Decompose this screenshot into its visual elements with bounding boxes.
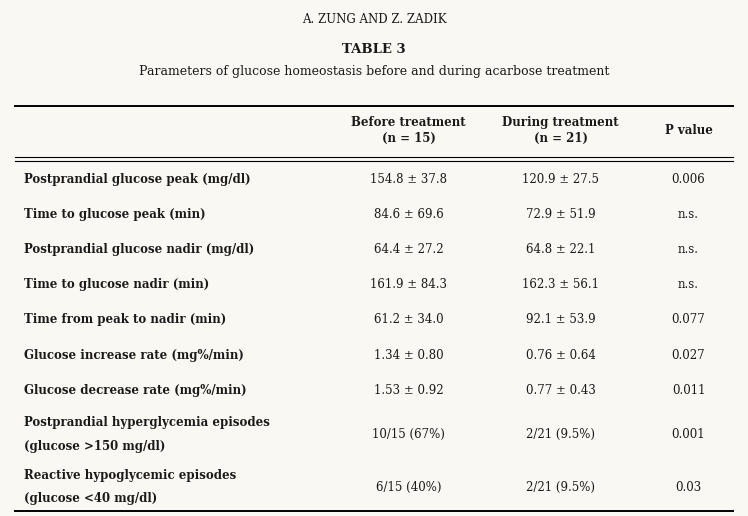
Text: Glucose decrease rate (mg%/min): Glucose decrease rate (mg%/min) [24,383,247,397]
Text: 161.9 ± 84.3: 161.9 ± 84.3 [370,278,447,292]
Text: 0.077: 0.077 [672,313,705,327]
Text: (glucose >150 mg/dl): (glucose >150 mg/dl) [24,440,165,453]
Text: 6/15 (40%): 6/15 (40%) [375,480,441,494]
Text: TABLE 3: TABLE 3 [342,42,406,56]
Text: 0.027: 0.027 [672,348,705,362]
Text: 10/15 (67%): 10/15 (67%) [372,428,445,441]
Text: Postprandial glucose peak (mg/dl): Postprandial glucose peak (mg/dl) [24,173,251,186]
Text: 162.3 ± 56.1: 162.3 ± 56.1 [522,278,599,292]
Text: 2/21 (9.5%): 2/21 (9.5%) [526,480,595,494]
Text: Glucose increase rate (mg%/min): Glucose increase rate (mg%/min) [24,348,244,362]
Text: Before treatment
(n = 15): Before treatment (n = 15) [351,116,466,144]
Text: 64.8 ± 22.1: 64.8 ± 22.1 [526,243,595,256]
Text: n.s.: n.s. [678,278,699,292]
Text: 0.011: 0.011 [672,383,705,397]
Text: 1.53 ± 0.92: 1.53 ± 0.92 [374,383,444,397]
Text: Parameters of glucose homeostasis before and during acarbose treatment: Parameters of glucose homeostasis before… [139,64,609,78]
Text: 120.9 ± 27.5: 120.9 ± 27.5 [522,173,599,186]
Text: 0.03: 0.03 [675,480,702,494]
Text: 0.001: 0.001 [672,428,705,441]
Text: 2/21 (9.5%): 2/21 (9.5%) [526,428,595,441]
Text: n.s.: n.s. [678,208,699,221]
Text: 154.8 ± 37.8: 154.8 ± 37.8 [370,173,447,186]
Text: Reactive hypoglycemic episodes: Reactive hypoglycemic episodes [24,469,236,482]
Text: 61.2 ± 34.0: 61.2 ± 34.0 [374,313,444,327]
Text: Time to glucose nadir (min): Time to glucose nadir (min) [24,278,209,292]
Text: 72.9 ± 51.9: 72.9 ± 51.9 [526,208,595,221]
Text: 1.34 ± 0.80: 1.34 ± 0.80 [374,348,444,362]
Text: Time from peak to nadir (min): Time from peak to nadir (min) [24,313,227,327]
Text: (glucose <40 mg/dl): (glucose <40 mg/dl) [24,492,158,505]
Text: 92.1 ± 53.9: 92.1 ± 53.9 [526,313,595,327]
Text: Postprandial glucose nadir (mg/dl): Postprandial glucose nadir (mg/dl) [24,243,254,256]
Text: A. ZUNG AND Z. ZADIK: A. ZUNG AND Z. ZADIK [301,12,447,26]
Text: 64.4 ± 27.2: 64.4 ± 27.2 [374,243,444,256]
Text: 0.006: 0.006 [672,173,705,186]
Text: 84.6 ± 69.6: 84.6 ± 69.6 [373,208,444,221]
Text: n.s.: n.s. [678,243,699,256]
Text: P value: P value [664,123,712,137]
Text: 0.76 ± 0.64: 0.76 ± 0.64 [526,348,595,362]
Text: 0.77 ± 0.43: 0.77 ± 0.43 [526,383,595,397]
Text: Time to glucose peak (min): Time to glucose peak (min) [24,208,206,221]
Text: Postprandial hyperglycemia episodes: Postprandial hyperglycemia episodes [24,416,270,429]
Text: During treatment
(n = 21): During treatment (n = 21) [503,116,619,144]
